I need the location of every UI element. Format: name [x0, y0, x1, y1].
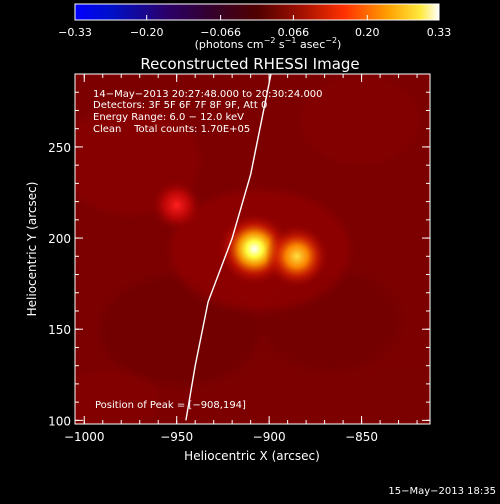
- colorbar-tick-label: 0.20: [355, 26, 380, 39]
- colorbar-ticks: −0.33 −0.20 −0.066 0.066 0.20 0.33: [58, 15, 451, 39]
- colorbar-tick-label: −0.33: [58, 26, 92, 39]
- colorbar: −0.33 −0.20 −0.066 0.066 0.20 0.33 (photons c…: [58, 3, 451, 51]
- plot-frame: [74, 73, 431, 425]
- info-energy-range: Energy Range: 6.0 − 12.0 keV: [93, 112, 244, 123]
- background-texture: [75, 75, 430, 424]
- colorbar-gradient: [74, 3, 440, 21]
- footer-date: 15−May−2013 18:35: [388, 486, 496, 497]
- peak-position-label: Position of Peak = [−908,194]: [95, 400, 246, 411]
- source-blob: [150, 179, 203, 231]
- image-area: [75, 74, 430, 424]
- y-tick-label: 200: [48, 232, 71, 246]
- info-detectors: Detectors: 3F 5F 6F 7F 8F 9F, Att 0: [93, 100, 267, 111]
- axis-ticks: −1000 −950 −900 −850 100 150 200 250: [48, 73, 430, 444]
- colorbar-tick-label: 0.33: [427, 26, 452, 39]
- colorbar-units: (photons cm−2 s−1 asec−2): [195, 36, 342, 51]
- x-tick-label: −850: [345, 430, 378, 444]
- info-text: 14−May−2013 20:27:48.000 to 20:30:24.000…: [93, 89, 323, 411]
- x-axis-label: Heliocentric X (arcsec): [184, 449, 320, 463]
- colorbar-tick-label: −0.066: [200, 26, 241, 39]
- x-tick-label: −950: [160, 430, 193, 444]
- y-tick-label: 100: [48, 414, 71, 428]
- solar-limb-curve: [185, 74, 272, 421]
- info-clean-counts: Clean Total counts: 1.70E+05: [93, 124, 250, 135]
- colorbar-tick-label: −0.20: [130, 26, 164, 39]
- chart-title: Reconstructed RHESSI Image: [140, 55, 359, 73]
- y-axis-label: Heliocentric Y (arcsec): [25, 182, 39, 317]
- y-tick-label: 150: [48, 323, 71, 337]
- info-time-range: 14−May−2013 20:27:48.000 to 20:30:24.000: [93, 89, 323, 100]
- x-tick-label: −1000: [64, 430, 105, 444]
- colorbar-tick-label: 0.066: [278, 26, 310, 39]
- y-tick-label: 250: [48, 141, 71, 155]
- source-blob: [265, 224, 329, 289]
- x-tick-label: −900: [253, 430, 286, 444]
- sources-layer: [150, 179, 329, 289]
